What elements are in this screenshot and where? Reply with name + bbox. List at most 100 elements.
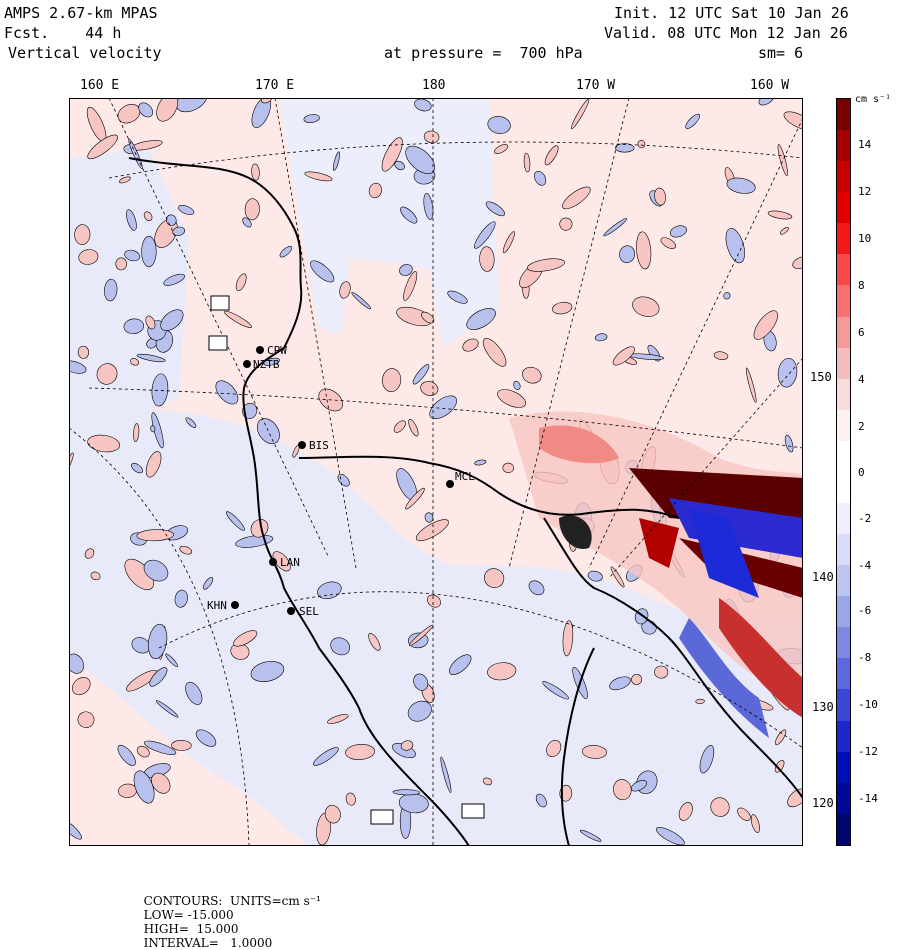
coastline [128, 157, 803, 846]
downdraft-cell [143, 559, 169, 582]
downdraft-cell [172, 226, 186, 236]
meridian-170w [508, 98, 630, 569]
updraft-cell [368, 633, 381, 651]
updraft-cell [156, 98, 179, 122]
downdraft-cell [474, 459, 487, 466]
downdraft-cell [163, 273, 185, 286]
updraft-cell [522, 366, 542, 384]
updraft-cell [87, 434, 121, 453]
updraft-cell [119, 176, 131, 184]
station-khn: KHN [207, 599, 239, 612]
field-name: Vertical velocity [8, 44, 162, 62]
updraft-cell [777, 144, 788, 177]
meridian-160w [588, 117, 803, 569]
updraft-cell [774, 759, 785, 773]
updraft-cell [126, 669, 158, 692]
updraft-cell [400, 740, 414, 751]
background-negative-south [69, 410, 803, 846]
station-mcl-label: MCL [455, 470, 475, 483]
downdraft-cell [126, 209, 137, 231]
downdraft-cell [117, 744, 136, 766]
updraft-cell [368, 182, 382, 199]
lon-label-160e: 160 E [80, 78, 120, 93]
meridian-150w [608, 357, 803, 579]
downdraft-cell [669, 225, 687, 238]
downdraft-cell [447, 290, 468, 304]
downdraft-cell [399, 264, 413, 276]
colorbar-tick-label: 12 [858, 185, 872, 198]
updraft-cell [133, 423, 140, 442]
downdraft-cell [165, 653, 178, 668]
downdraft-cell [69, 820, 82, 840]
downdraft-cell [630, 780, 648, 792]
downdraft-cell [474, 221, 496, 249]
colorbar-segment-20 [837, 720, 850, 752]
updraft-cell [260, 98, 273, 104]
station-cpw-label: CPW [267, 344, 287, 357]
updraft-cell [171, 739, 192, 751]
downdraft-cell [263, 357, 280, 366]
updraft-cell [678, 802, 693, 821]
downdraft-cell [147, 623, 168, 660]
updraft-cell [96, 363, 118, 385]
updraft-cell [90, 571, 101, 581]
updraft-cell [130, 358, 140, 366]
updraft-cell [244, 198, 260, 221]
north-box-lower [208, 335, 228, 351]
updraft-cell [482, 338, 507, 367]
updraft-cell [324, 804, 341, 824]
updraft-cell [636, 231, 652, 270]
updraft-cell [224, 310, 252, 328]
updraft-cell [562, 620, 574, 657]
downdraft-cell [777, 357, 798, 388]
colorbar-segment-6 [837, 285, 850, 317]
downdraft-cell [614, 143, 635, 153]
downdraft-cell [225, 511, 245, 531]
contour-info: CONTOURS: UNITS=cm s⁻¹ LOW= -15.000 HIGH… [136, 880, 349, 950]
lon-label-170w: 170 W [576, 78, 616, 93]
downdraft-cell [69, 360, 87, 374]
colorbar-segment-17 [837, 627, 850, 659]
colorbar-tick-label: -14 [858, 792, 878, 805]
colorbar-segment-3 [837, 192, 850, 224]
downdraft-cell [160, 309, 184, 331]
downdraft-cell [534, 170, 547, 186]
station-bis: BIS [298, 439, 329, 452]
downdraft-cell [242, 217, 252, 228]
downdraft-cell [758, 98, 774, 106]
colorbar-tick-label: 10 [858, 232, 872, 245]
colorbar-tick-label: -12 [858, 745, 878, 758]
downdraft-cell [215, 380, 239, 405]
updraft-cell [753, 310, 778, 340]
downdraft-cell [150, 425, 156, 433]
bottom-box-left [370, 809, 394, 825]
colorbar-units: cm s⁻¹ [855, 94, 892, 105]
updraft-cell [345, 744, 375, 760]
downdraft-cell [131, 462, 143, 474]
downdraft-cell [423, 193, 434, 220]
updraft-cell [272, 551, 291, 572]
downdraft-cell [174, 589, 188, 608]
downdraft-cell [178, 205, 195, 215]
updraft-cell [745, 367, 757, 403]
parallel-mid [88, 387, 803, 449]
updraft-cell [570, 98, 590, 130]
colorbar-segment-22 [837, 782, 850, 814]
station-sel: SEL [287, 605, 319, 618]
colorbar-segment-16 [837, 596, 850, 628]
downdraft-cell [424, 512, 434, 523]
downdraft-cell [407, 700, 432, 722]
updraft-cell [660, 237, 677, 249]
updraft-cell [527, 258, 565, 272]
meridian-160e [108, 98, 330, 559]
updraft-cell [612, 346, 635, 366]
updraft-cell [462, 338, 479, 352]
colorbar-tick-label: 4 [858, 373, 865, 386]
downdraft-cell [317, 581, 342, 600]
downdraft-cell [594, 333, 608, 342]
colorbar-segment-10 [837, 409, 850, 441]
colorbar-tick-label: 0 [858, 466, 865, 479]
meridian-west-edge [69, 427, 250, 846]
station-nztb: NZTB [243, 358, 280, 371]
downdraft-cell [303, 114, 320, 124]
